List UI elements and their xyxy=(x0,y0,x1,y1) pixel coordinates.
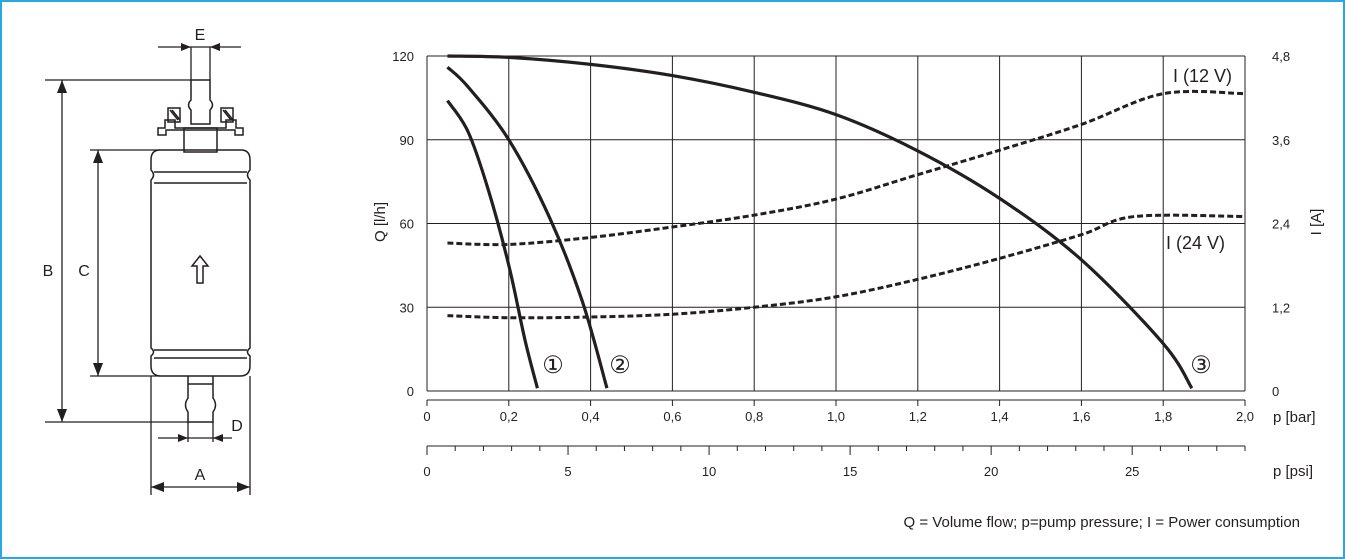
y2-axis-title: I [A] xyxy=(1308,209,1325,236)
pump-shaft-top xyxy=(183,127,218,153)
y2-tick-label: 3,6 xyxy=(1272,133,1290,148)
series-line-3 xyxy=(447,54,1194,390)
x2-tick-label: 5 xyxy=(564,464,571,479)
series-label-3: ③ xyxy=(1190,352,1212,379)
dimension-label-d: D xyxy=(231,418,243,435)
y-tick-label: 60 xyxy=(400,217,414,232)
pump-nut-left xyxy=(167,107,181,123)
series-line-2 xyxy=(446,65,609,389)
y2-tick-label: 1,2 xyxy=(1272,300,1290,315)
chart-series-layer xyxy=(446,54,1246,390)
pump-body xyxy=(150,149,251,377)
y-axis-title: Q [l/h] xyxy=(372,202,389,242)
x2-tick-label: 20 xyxy=(984,464,998,479)
y-tick-label: 30 xyxy=(400,300,414,315)
x-tick-label: 1,8 xyxy=(1154,409,1172,424)
x2-tick-label: 0 xyxy=(423,464,430,479)
x-tick-label: 1,0 xyxy=(827,409,845,424)
x-tick-label: 1,6 xyxy=(1072,409,1090,424)
pump-top-bracket xyxy=(157,119,244,136)
up-arrow-outline-icon xyxy=(190,254,210,284)
x-tick-label: 1,4 xyxy=(991,409,1009,424)
series-label-1: ① xyxy=(542,352,564,379)
series-line-1 xyxy=(446,99,539,389)
x-tick-label: 2,0 xyxy=(1236,409,1254,424)
series-line-4 xyxy=(447,89,1246,247)
x2-tick-label: 25 xyxy=(1125,464,1139,479)
y-tick-label: 120 xyxy=(392,49,414,64)
x-tick-label: 0,8 xyxy=(745,409,763,424)
x2-tick-label: 10 xyxy=(702,464,716,479)
x2-tick-label: 15 xyxy=(843,464,857,479)
chart-axes: 0 0,2 0,4 0,6 0,8 1,0 1,2 1,4 1,6 1,8 2,0 0 30 60 90 12… xyxy=(392,49,1290,479)
series-label-12v: I (12 V) xyxy=(1173,66,1232,86)
x-tick-label: 0 xyxy=(423,409,430,424)
pump-drawing xyxy=(150,79,251,423)
pump-nut-right xyxy=(220,107,234,123)
y2-tick-label: 2,4 xyxy=(1272,217,1290,232)
y2-tick-label: 4,8 xyxy=(1272,49,1290,64)
y2-tick-label: 0 xyxy=(1272,384,1279,399)
series-label-24v: I (24 V) xyxy=(1166,233,1225,253)
chart: 0 0,2 0,4 0,6 0,8 1,0 1,2 1,4 1,6 1,8 2,0 0 30 60 90 12… xyxy=(392,49,1290,479)
x2-axis-title: p [psi] xyxy=(1273,463,1313,480)
y-tick-label: 90 xyxy=(400,133,414,148)
series-label-2: ② xyxy=(609,352,631,379)
dimension-label-c: C xyxy=(78,263,90,280)
dimension-label-b: B xyxy=(43,263,54,280)
x-tick-label: 0,2 xyxy=(500,409,518,424)
chart-labels-layer: ① ② ③ I (12 V) I (24 V) xyxy=(542,66,1232,379)
y-tick-label: 0 xyxy=(407,384,414,399)
dimension-label-a: A xyxy=(195,467,206,484)
dimension-label-e: E xyxy=(195,27,206,44)
x-tick-label: 1,2 xyxy=(909,409,927,424)
chart-grid xyxy=(426,55,1246,392)
chart-caption: Q = Volume flow; p=pump pressure; I = Po… xyxy=(904,514,1300,531)
pump-top-nozzle xyxy=(187,79,214,125)
series-line-5 xyxy=(447,213,1246,320)
pump-bottom-nozzle xyxy=(184,376,217,423)
dimension-lines xyxy=(45,43,251,495)
x-tick-label: 0,6 xyxy=(663,409,681,424)
x-tick-label: 0,4 xyxy=(582,409,600,424)
x-axis-title: p [bar] xyxy=(1273,409,1316,426)
